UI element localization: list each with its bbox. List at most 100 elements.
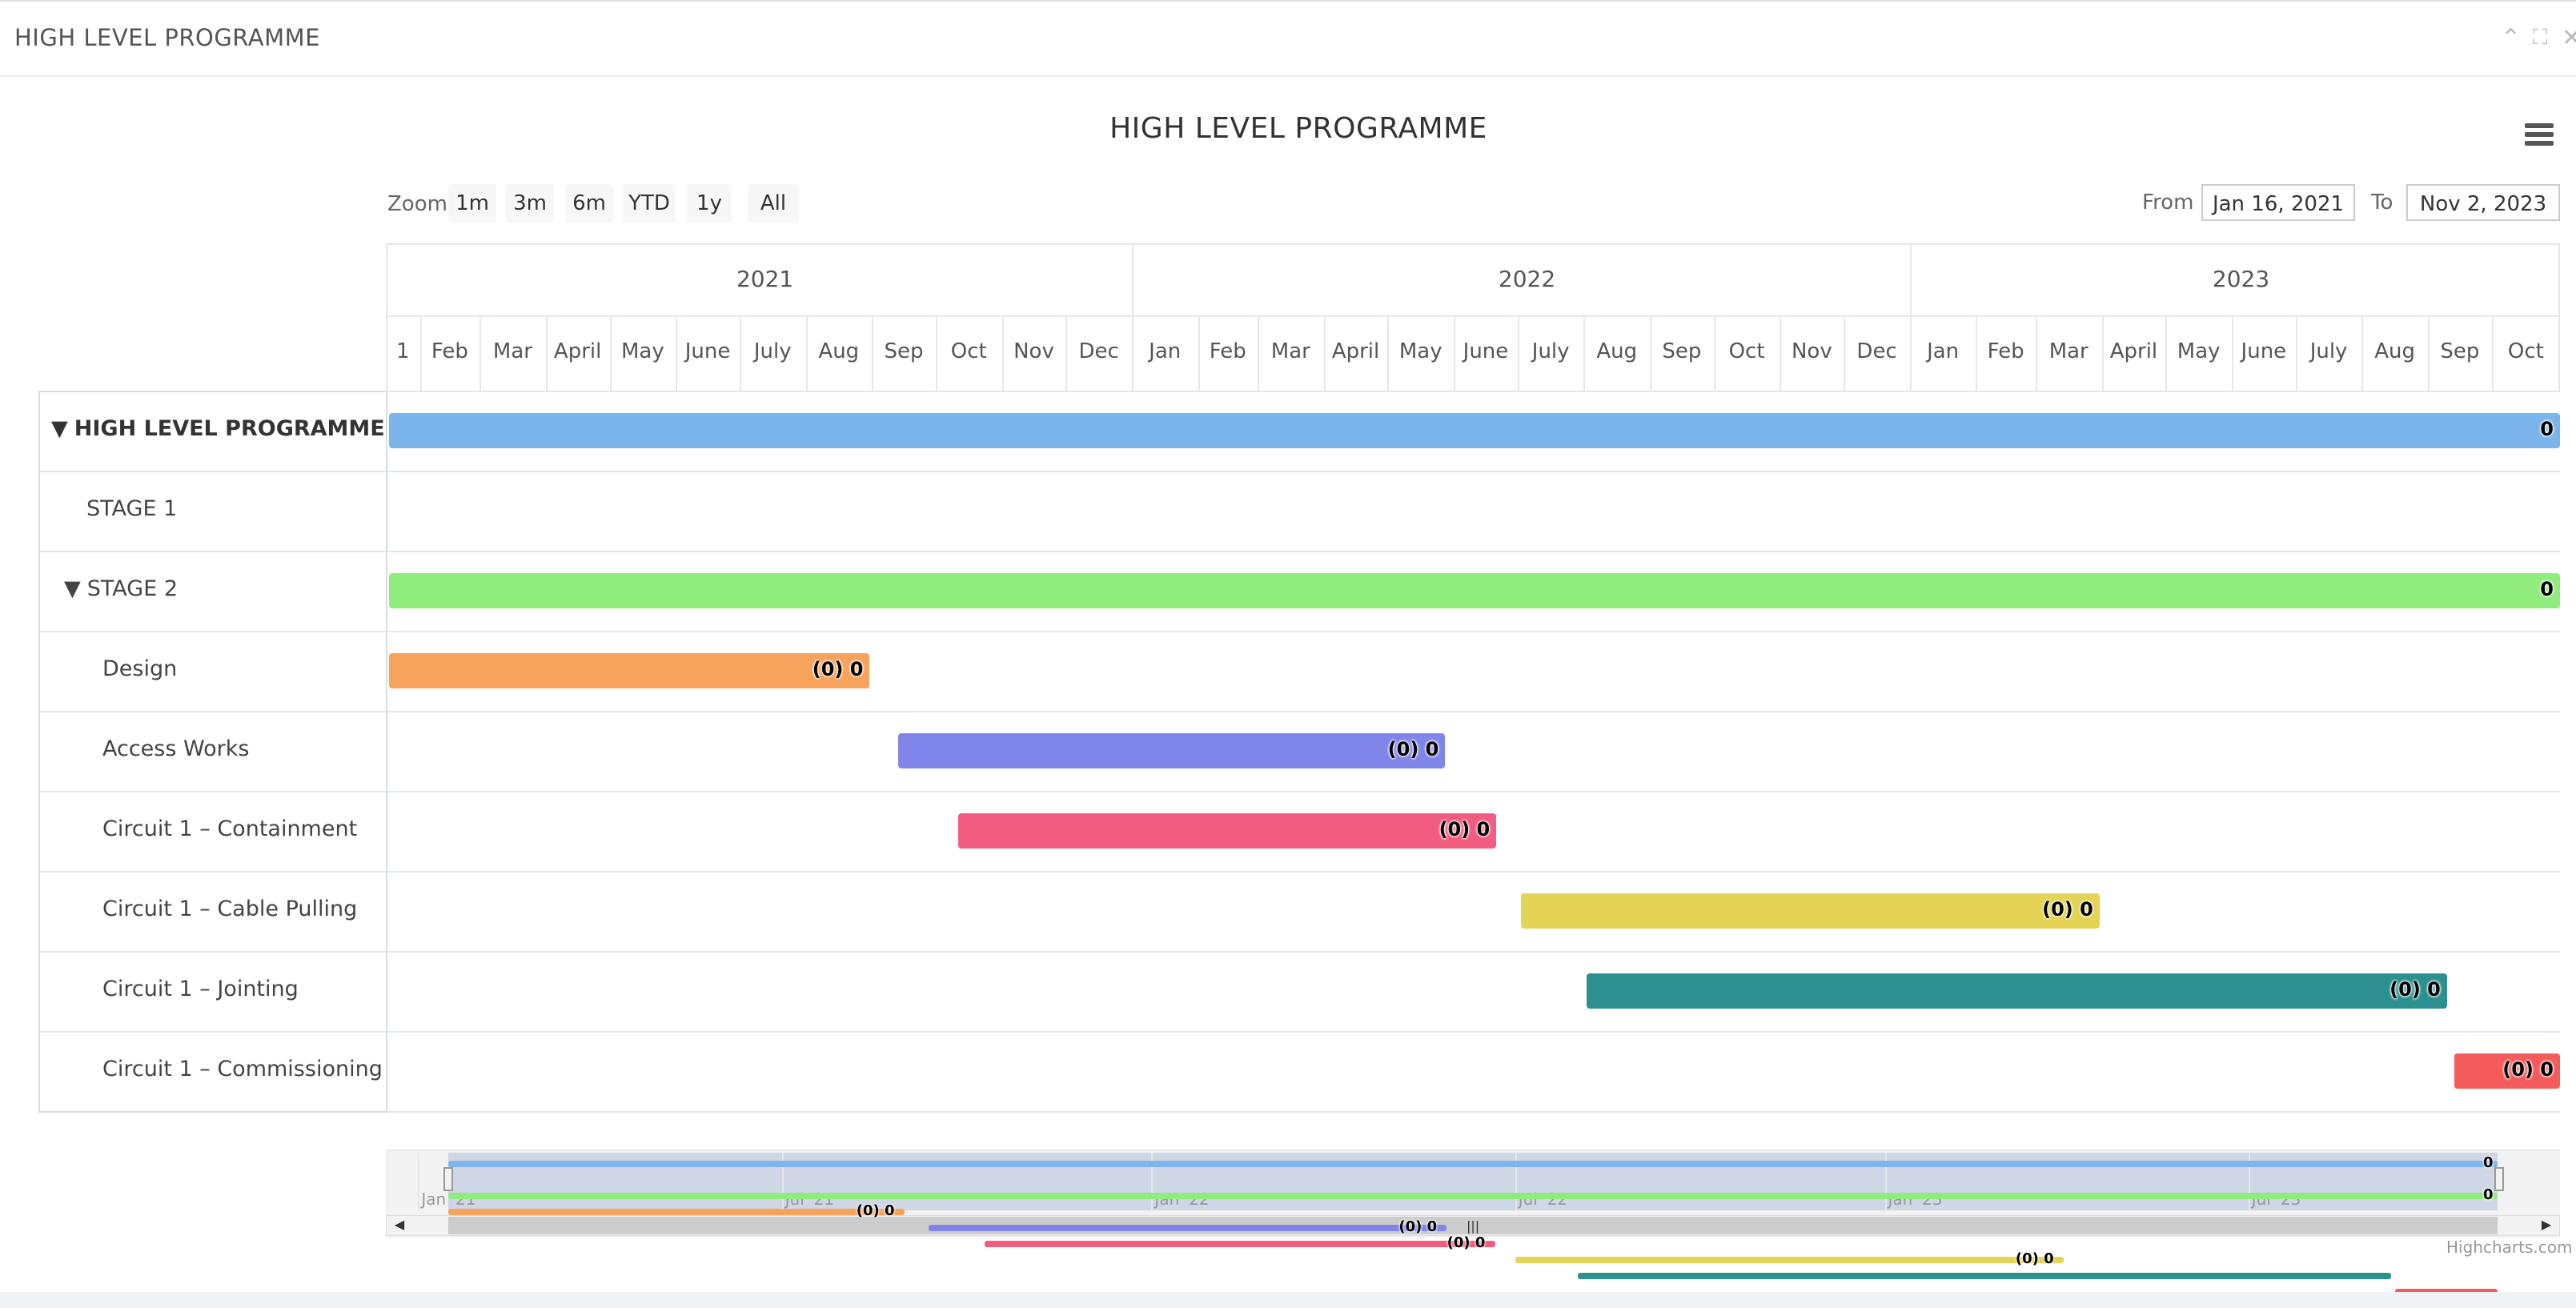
- from-date-input[interactable]: Jan 16, 2021: [2201, 184, 2355, 221]
- panel-title: HIGH LEVEL PROGRAMME: [14, 24, 320, 51]
- task-bar-label: 0: [2540, 578, 2554, 600]
- month-separator: [1258, 315, 1260, 391]
- expand-toggle-icon[interactable]: ▼: [51, 416, 68, 441]
- navigator-grid-line: [781, 1153, 784, 1210]
- task-bar-label: (0) 0: [1438, 818, 1491, 841]
- scroll-left-arrow-icon[interactable]: ◀: [394, 1217, 405, 1232]
- task-name-row: Circuit 1 – Jointing: [40, 977, 387, 1001]
- month-label: Nov: [1791, 339, 1832, 363]
- hamburger-menu-icon[interactable]: [2525, 123, 2554, 150]
- zoom-button-ytd[interactable]: YTD: [623, 184, 676, 223]
- month-label: Oct: [2507, 339, 2544, 363]
- navigator-series-line: [1515, 1257, 2064, 1263]
- zoom-button-1y[interactable]: 1y: [687, 184, 732, 223]
- month-separator: [1198, 315, 1200, 391]
- month-separator: [2035, 315, 2037, 391]
- year-label: 2021: [736, 266, 794, 292]
- row-separator: [386, 471, 2560, 472]
- month-label: June: [684, 339, 731, 363]
- task-name-row: Access Works: [40, 736, 387, 761]
- zoom-button-1m[interactable]: 1m: [448, 184, 496, 223]
- task-bar-label: 0: [2540, 418, 2554, 440]
- expand-toggle-icon[interactable]: ▼: [64, 576, 81, 601]
- row-separator: [386, 791, 2560, 792]
- zoom-button-3m[interactable]: 3m: [506, 184, 554, 223]
- task-bar[interactable]: (0) 0: [2454, 1053, 2560, 1089]
- month-label: Mar: [1270, 339, 1310, 363]
- zoom-button-6m[interactable]: 6m: [565, 184, 613, 223]
- task-bar-label: (0) 0: [2042, 898, 2093, 921]
- month-separator: [2361, 315, 2364, 391]
- row-separator: [386, 551, 2560, 552]
- month-label: Aug: [818, 339, 860, 363]
- task-bar-label: (0) 0: [2389, 978, 2441, 1001]
- task-name-row[interactable]: ▼ HIGH LEVEL PROGRAMME: [40, 416, 387, 441]
- collapse-icon[interactable]: ⌃: [2501, 24, 2522, 52]
- row-separator: [40, 551, 386, 552]
- task-bar[interactable]: (0) 0: [957, 813, 1497, 849]
- task-bar[interactable]: 0: [389, 413, 2560, 448]
- month-separator: [872, 315, 874, 391]
- month-separator: [419, 315, 422, 391]
- month-separator: [1650, 315, 1651, 391]
- task-name-label: Access Works: [102, 736, 250, 761]
- month-label: Feb: [1987, 339, 2024, 363]
- task-name-label: STAGE 1: [86, 496, 178, 521]
- to-label: To: [2371, 191, 2393, 215]
- month-separator: [1909, 315, 1912, 391]
- year-divider-line: [386, 315, 2560, 317]
- close-icon[interactable]: ✕: [2562, 24, 2576, 52]
- month-separator: [1001, 315, 1004, 391]
- row-separator: [40, 791, 386, 792]
- from-label: From: [2142, 191, 2194, 215]
- month-label: May: [620, 339, 664, 363]
- month-separator: [740, 315, 742, 391]
- to-date-input[interactable]: Nov 2, 2023: [2406, 184, 2560, 221]
- grid-right-line: [2558, 243, 2560, 391]
- task-name-row[interactable]: ▼ STAGE 2: [40, 576, 387, 601]
- navigator[interactable]: ◀ ▶ ||| Jan '21 Jul '21 Jan '22 Jul '22 Jan '23…: [386, 1150, 2560, 1295]
- task-bar-label: (0) 0: [1387, 738, 1439, 760]
- navigator-right-handle[interactable]: [2494, 1167, 2504, 1191]
- scroll-right-arrow-icon[interactable]: ▶: [2541, 1217, 2552, 1232]
- gantt-grid: 2021 2022 2023 1 Feb Mar April May June July Aug Se…: [386, 243, 2560, 1113]
- footer-strip: [0, 1292, 2576, 1308]
- month-label: Nov: [1013, 339, 1054, 363]
- month-separator: [1844, 315, 1846, 391]
- row-separator: [40, 871, 386, 873]
- task-bar[interactable]: (0) 0: [389, 653, 870, 688]
- panel-header: HIGH LEVEL PROGRAMME ⌃ ⛶ ✕: [0, 2, 2576, 77]
- task-bar[interactable]: (0) 0: [1587, 973, 2447, 1009]
- month-label: April: [1331, 339, 1380, 363]
- navigator-left-handle[interactable]: [443, 1167, 453, 1191]
- month-separator: [2427, 315, 2430, 391]
- month-separator: [1780, 315, 1782, 391]
- zoom-label: Zoom: [387, 192, 447, 216]
- row-separator: [40, 1031, 386, 1033]
- task-bar[interactable]: (0) 0: [898, 733, 1446, 768]
- scrollbar-grip-icon[interactable]: |||: [1467, 1218, 1480, 1234]
- header-bottom-line: [386, 391, 2560, 392]
- navigator-series-line: [985, 1241, 1495, 1247]
- navigator-series-label: (0) 0: [1446, 1234, 1486, 1251]
- month-label: 1: [396, 339, 410, 363]
- fullscreen-icon[interactable]: ⛶: [2533, 26, 2548, 50]
- navigator-series-line: [448, 1193, 2498, 1199]
- month-separator: [609, 315, 612, 391]
- month-label: May: [2177, 339, 2221, 363]
- row-separator: [386, 871, 2560, 873]
- month-label: Mar: [2048, 339, 2088, 363]
- zoom-button-all[interactable]: All: [748, 184, 799, 223]
- navigator-grid-line: [1515, 1153, 1517, 1210]
- month-label: Jan: [1149, 339, 1182, 363]
- task-bar[interactable]: 0: [389, 573, 2560, 608]
- navigator-series-line: [1577, 1273, 2391, 1279]
- month-label: June: [1463, 339, 1509, 363]
- navigator-series-label: (0) 0: [2015, 1250, 2054, 1267]
- task-bar[interactable]: (0) 0: [1520, 893, 2100, 929]
- task-name-label: Circuit 1 – Jointing: [102, 977, 299, 1001]
- highcharts-credit[interactable]: Highcharts.com: [2446, 1238, 2573, 1257]
- row-separator: [40, 951, 386, 953]
- task-name-label: HIGH LEVEL PROGRAMME: [74, 416, 385, 441]
- row-separator: [40, 631, 386, 632]
